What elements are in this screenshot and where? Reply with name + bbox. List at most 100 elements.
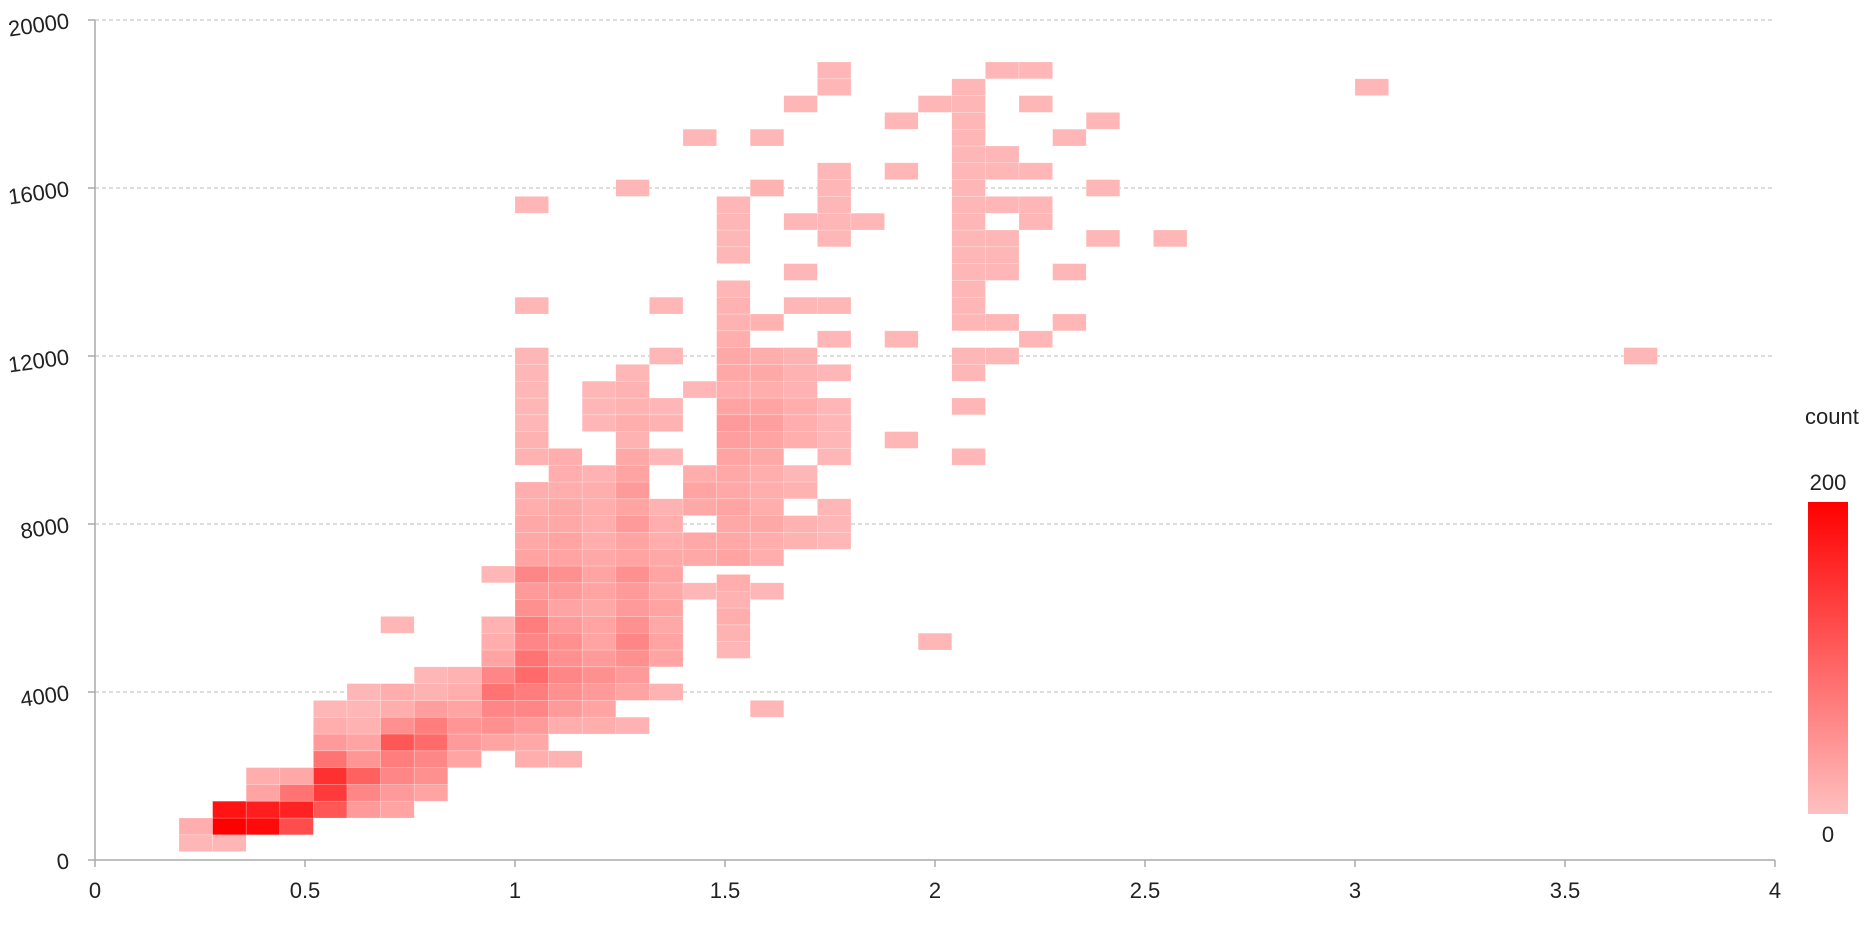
- heatmap-cell: [951, 112, 986, 130]
- y-tick-label: 8000: [19, 512, 71, 544]
- heatmap-cell: [313, 784, 348, 802]
- heatmap-cell: [581, 481, 617, 500]
- heatmap-cell: [749, 380, 785, 399]
- heatmap-cell: [817, 179, 852, 197]
- heatmap-cell: [951, 296, 986, 315]
- heatmap-cell: [615, 683, 650, 701]
- y-tick-label: 4000: [19, 680, 71, 712]
- heatmap-cell: [951, 313, 986, 332]
- heatmap-cell: [716, 431, 751, 449]
- heatmap-cell: [783, 397, 818, 416]
- heatmap-cell: [985, 229, 1020, 248]
- heatmap-cell: [615, 548, 650, 567]
- heatmap-cell: [783, 481, 818, 500]
- heatmap-cell: [514, 733, 549, 752]
- heatmap-cell: [884, 112, 919, 130]
- heatmap-cell: [1052, 263, 1087, 281]
- heatmap-cell: [716, 347, 751, 365]
- heatmap-cell: [346, 767, 381, 785]
- heatmap-cell: [817, 229, 852, 248]
- heatmap-cell: [447, 733, 482, 752]
- heatmap-cell: [716, 641, 751, 659]
- heatmap-cell: [951, 128, 986, 147]
- legend-min-label: 0: [1822, 822, 1834, 847]
- heatmap-cell: [716, 296, 751, 315]
- y-tick-label: 20000: [7, 8, 71, 41]
- heatmap-cell: [548, 700, 583, 718]
- heatmap-cell: [581, 515, 617, 533]
- heatmap-cell: [514, 431, 549, 449]
- heatmap-cell: [951, 212, 986, 231]
- heatmap-cell: [716, 380, 751, 399]
- heatmap-cell: [514, 565, 549, 584]
- heatmap-cell: [749, 364, 785, 382]
- heatmap-cell: [413, 784, 449, 802]
- heatmap-cell: [615, 481, 650, 500]
- heatmap-cell: [581, 414, 617, 432]
- x-tick-label: 0.5: [290, 878, 321, 903]
- heatmap-cell: [279, 817, 314, 836]
- heatmap-cell: [817, 330, 852, 348]
- heatmap-cell: [581, 700, 617, 718]
- heatmap-cell: [548, 565, 583, 584]
- heatmap-cell: [380, 700, 415, 718]
- heatmap-cell: [481, 733, 516, 752]
- heatmap-cell: [1018, 61, 1053, 80]
- heatmap-cell: [514, 582, 549, 600]
- heatmap-cell: [1153, 229, 1188, 248]
- heatmap-cell: [749, 431, 785, 449]
- heatmap-cell: [615, 565, 650, 584]
- heatmap-cell: [649, 649, 684, 668]
- heatmap-cell: [783, 364, 818, 382]
- heatmap-cell: [481, 683, 516, 701]
- heatmap-cell: [716, 448, 751, 466]
- heatmap-cell: [413, 666, 449, 684]
- heatmap-cell: [380, 750, 415, 768]
- heatmap-cell: [716, 330, 751, 348]
- legend-color-bar: [1808, 502, 1848, 814]
- heatmap-cell: [548, 548, 583, 567]
- heatmap-cell: [783, 464, 818, 483]
- heatmap-cell: [951, 263, 986, 281]
- heatmap-cell: [716, 624, 751, 642]
- heatmap-cell: [481, 632, 516, 651]
- heatmap-cell: [1018, 330, 1053, 348]
- heatmap-cell: [581, 565, 617, 584]
- heatmap-cell: [817, 196, 852, 214]
- heatmap-cell: [212, 834, 247, 852]
- heatmap-cell: [884, 330, 919, 348]
- heatmap-cell: [649, 448, 684, 466]
- heatmap-cell: [581, 683, 617, 701]
- heatmap-cell: [1018, 95, 1053, 113]
- heatmap-cell: [783, 212, 818, 231]
- heatmap-cell: [548, 498, 583, 516]
- heatmap-cell: [917, 632, 953, 651]
- heatmap-cell: [581, 632, 617, 651]
- heatmap-cell: [749, 700, 785, 718]
- heatmap-cell: [481, 616, 516, 634]
- heatmap-cell: [548, 448, 583, 466]
- heatmap-cell: [649, 683, 684, 701]
- heatmap-cell: [783, 95, 818, 113]
- heatmap-cell: [279, 767, 314, 785]
- heatmap-cell: [615, 448, 650, 466]
- heatmap-cell: [514, 481, 549, 500]
- heatmap-cell: [212, 800, 247, 819]
- heatmap-cell: [749, 397, 785, 416]
- heatmap-cell: [951, 162, 986, 180]
- heatmap-cell: [817, 448, 852, 466]
- heatmap-cell: [245, 767, 281, 785]
- heatmap-cell: [313, 800, 348, 819]
- heatmap-cell: [951, 78, 986, 96]
- heatmap-cell: [682, 532, 717, 550]
- heatmap-cell: [649, 632, 684, 651]
- heatmap-cell: [481, 649, 516, 668]
- heatmap-cell: [481, 716, 516, 735]
- heatmap-cell: [749, 548, 785, 567]
- heatmap-cell: [245, 784, 281, 802]
- heatmap-cell: [413, 716, 449, 735]
- color-legend: count 200 0: [1805, 404, 1859, 847]
- heatmap-cell: [951, 364, 986, 382]
- heatmap-cell: [716, 212, 751, 231]
- heatmap-cell: [514, 380, 549, 399]
